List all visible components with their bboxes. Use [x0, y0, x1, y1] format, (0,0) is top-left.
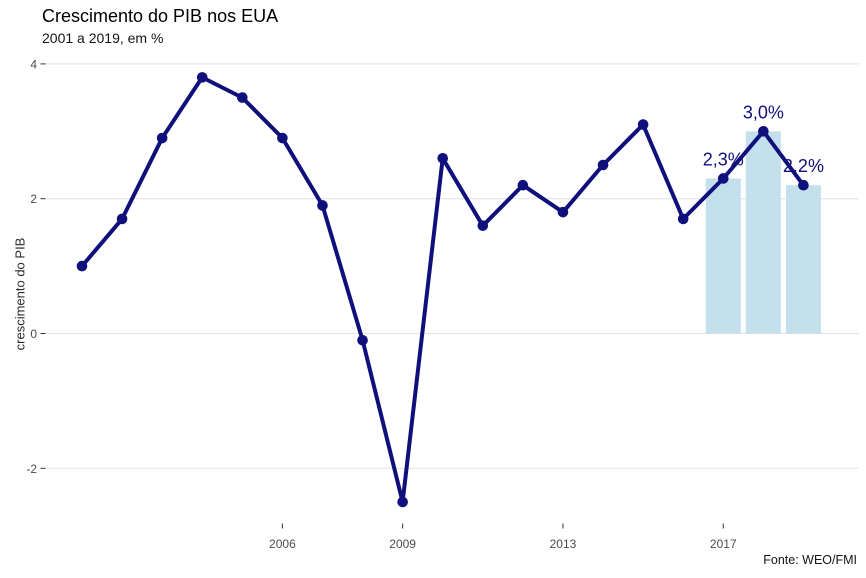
data-point — [597, 159, 609, 171]
forecast-bar — [705, 178, 741, 334]
data-points — [76, 72, 809, 508]
data-point — [677, 213, 689, 225]
data-point — [237, 92, 248, 103]
y-tick-label: -2 — [26, 462, 37, 476]
data-point — [116, 213, 128, 225]
data-point — [397, 496, 408, 508]
data-point — [277, 132, 288, 144]
x-tick-label: 2013 — [550, 537, 577, 551]
forecast-bars — [705, 131, 821, 334]
data-point — [156, 132, 168, 144]
data-point — [317, 200, 328, 211]
x-tick-label: 2006 — [269, 537, 296, 551]
data-point — [517, 179, 529, 191]
x-tick-label: 2009 — [389, 537, 416, 551]
data-point — [637, 119, 649, 130]
y-axis-ticks: 4 2 0 -2 — [26, 57, 46, 476]
data-point — [717, 173, 729, 184]
chart-title: Crescimento do PIB nos EUA — [42, 6, 279, 26]
forecast-bar — [785, 185, 821, 334]
data-point — [477, 220, 489, 231]
data-point — [437, 152, 449, 164]
x-tick-label: 2017 — [710, 537, 737, 551]
y-tick-label: 2 — [30, 192, 37, 206]
data-point — [196, 72, 208, 83]
annotation-label: 2,3% — [703, 149, 744, 169]
data-point — [798, 179, 809, 191]
annotation-label: 3,0% — [743, 102, 784, 122]
source-caption: Fonte: WEO/FMI — [763, 553, 857, 567]
forecast-bar — [745, 131, 781, 334]
x-axis-ticks: 2006 2009 2013 2017 — [269, 523, 737, 551]
data-point — [557, 206, 569, 218]
data-point — [357, 334, 368, 346]
annotation-labels: 2,3% 3,0% 2,2% — [703, 102, 824, 176]
data-point — [76, 260, 88, 272]
data-point — [758, 126, 769, 137]
y-tick-label: 0 — [30, 327, 37, 341]
chart-subtitle: 2001 a 2019, em % — [42, 30, 164, 46]
annotation-label: 2,2% — [783, 156, 824, 176]
y-tick-label: 4 — [30, 57, 37, 71]
gdp-line — [80, 75, 806, 504]
